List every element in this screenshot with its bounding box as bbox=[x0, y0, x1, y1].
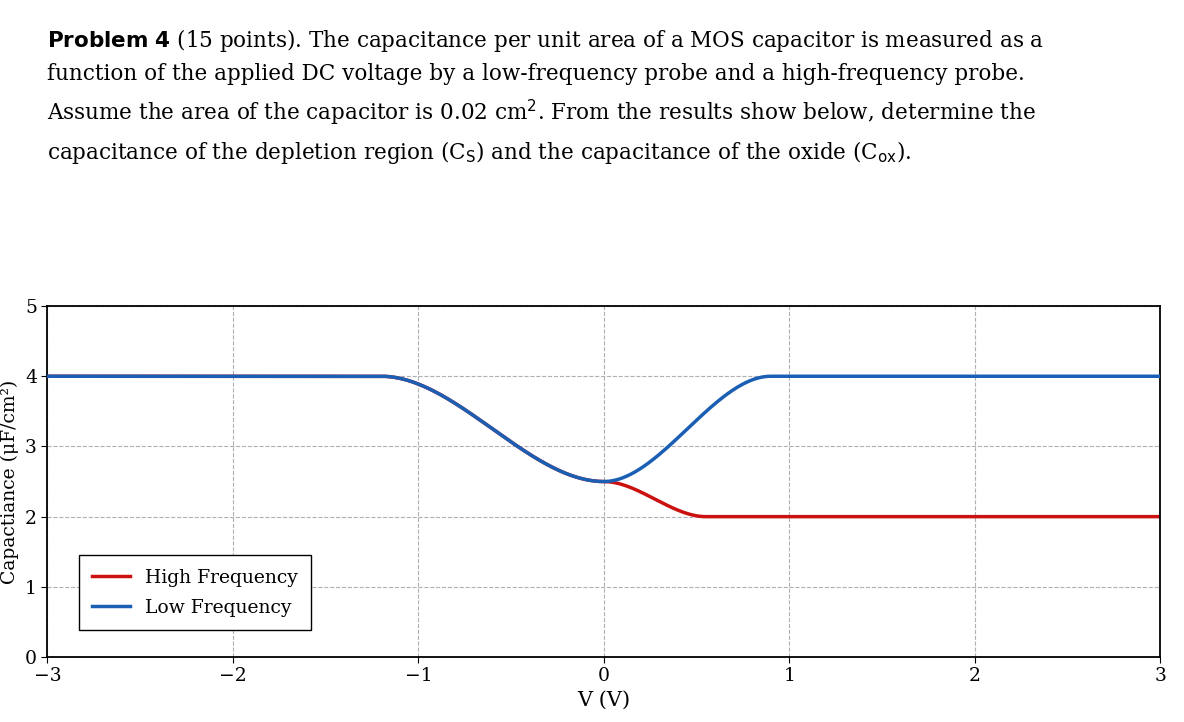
Low Frequency bbox=[40, 372, 54, 380]
Line: High Frequency: High Frequency bbox=[47, 376, 1160, 517]
Line: Low Frequency: Low Frequency bbox=[47, 376, 1160, 482]
Low Frequency bbox=[243, 372, 257, 380]
High Frequency bbox=[699, 513, 713, 521]
High Frequency bbox=[708, 513, 722, 521]
High Frequency bbox=[871, 513, 886, 521]
Low Frequency bbox=[708, 399, 722, 408]
High Frequency bbox=[1153, 513, 1167, 521]
Low Frequency bbox=[955, 372, 970, 380]
Y-axis label: Capactiance (μF/cm²): Capactiance (μF/cm²) bbox=[1, 380, 19, 583]
Low Frequency bbox=[764, 372, 778, 380]
Text: $\mathbf{Problem\ 4}$ (15 points). The capacitance per unit area of a MOS capaci: $\mathbf{Problem\ 4}$ (15 points). The c… bbox=[47, 27, 1044, 166]
High Frequency bbox=[955, 513, 970, 521]
High Frequency bbox=[764, 513, 778, 521]
High Frequency bbox=[243, 372, 257, 380]
Low Frequency bbox=[871, 372, 886, 380]
Low Frequency bbox=[1153, 372, 1167, 380]
X-axis label: V (V): V (V) bbox=[578, 691, 630, 710]
Legend: High Frequency, Low Frequency: High Frequency, Low Frequency bbox=[79, 555, 310, 630]
High Frequency bbox=[465, 411, 480, 419]
Low Frequency bbox=[597, 477, 611, 486]
High Frequency bbox=[40, 372, 54, 380]
Low Frequency bbox=[465, 411, 480, 419]
